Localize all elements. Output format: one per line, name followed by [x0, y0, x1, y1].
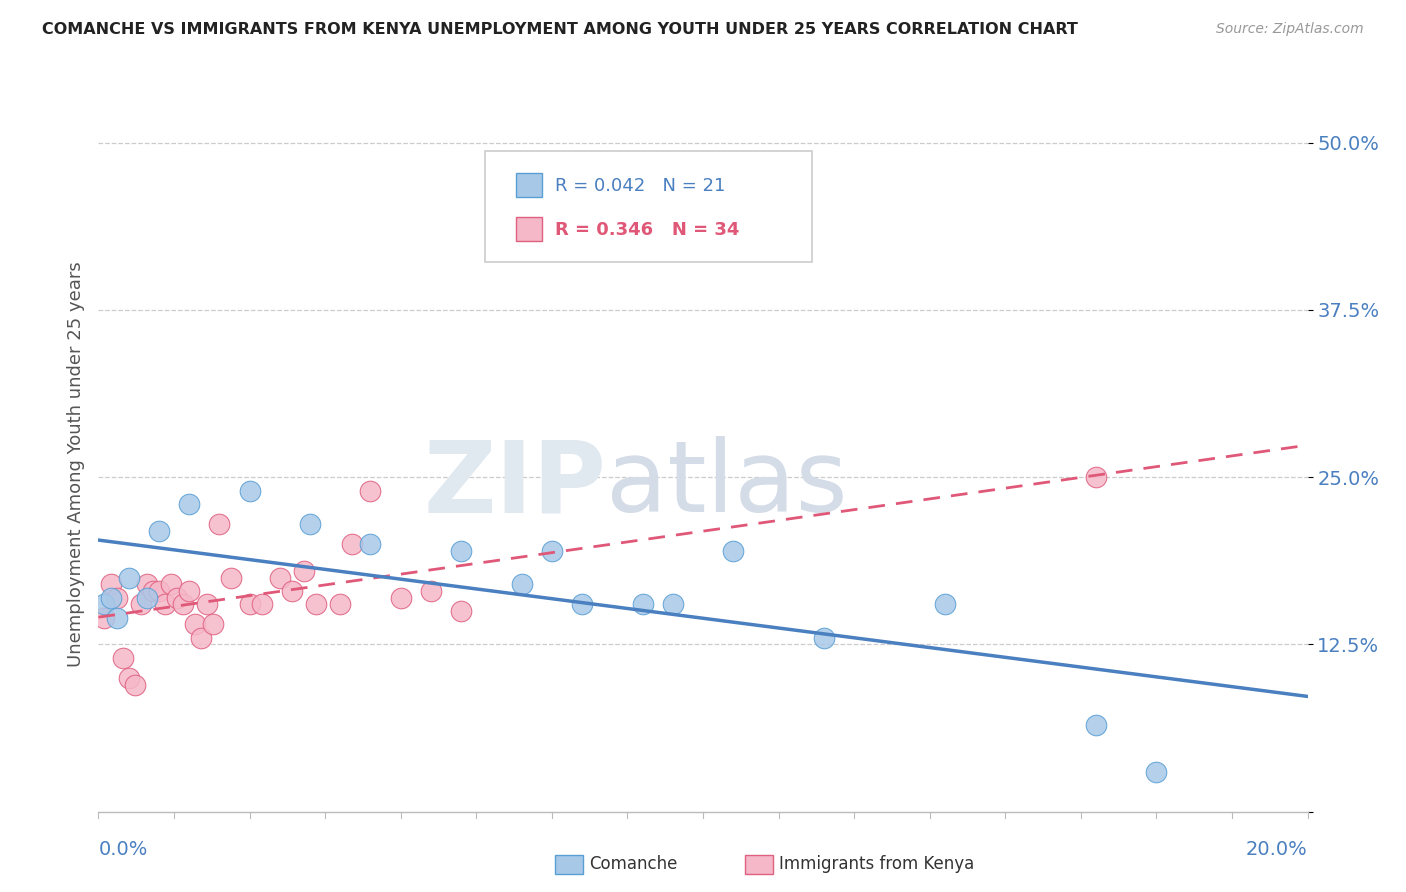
Point	[124, 678, 146, 692]
Point	[184, 617, 207, 632]
Point	[450, 604, 472, 618]
Point	[177, 584, 201, 599]
Point	[160, 577, 183, 591]
Point	[329, 598, 352, 612]
Point	[292, 564, 315, 578]
Point	[934, 598, 956, 612]
Text: atlas: atlas	[606, 436, 848, 533]
Point	[360, 483, 382, 498]
Point	[1085, 470, 1108, 484]
Point	[135, 591, 157, 605]
Point	[148, 524, 170, 538]
FancyBboxPatch shape	[485, 151, 811, 262]
Text: R = 0.346   N = 34: R = 0.346 N = 34	[555, 221, 740, 239]
FancyBboxPatch shape	[516, 217, 543, 241]
Point	[135, 577, 157, 591]
Point	[208, 517, 231, 532]
Point	[177, 497, 201, 511]
Text: 20.0%: 20.0%	[1246, 839, 1308, 859]
Point	[202, 617, 225, 632]
Point	[148, 584, 170, 599]
Point	[190, 631, 212, 645]
Point	[195, 598, 218, 612]
Point	[93, 598, 115, 612]
FancyBboxPatch shape	[516, 173, 543, 197]
Point	[100, 577, 122, 591]
Point	[129, 598, 152, 612]
Text: R = 0.042   N = 21: R = 0.042 N = 21	[555, 178, 725, 195]
Point	[239, 598, 262, 612]
Point	[269, 571, 291, 585]
Text: Source: ZipAtlas.com: Source: ZipAtlas.com	[1216, 22, 1364, 37]
Point	[419, 584, 441, 599]
Point	[1085, 717, 1108, 731]
Point	[721, 544, 744, 558]
Point	[239, 483, 262, 498]
Point	[305, 598, 328, 612]
Point	[166, 591, 188, 605]
Text: COMANCHE VS IMMIGRANTS FROM KENYA UNEMPLOYMENT AMONG YOUTH UNDER 25 YEARS CORREL: COMANCHE VS IMMIGRANTS FROM KENYA UNEMPL…	[42, 22, 1078, 37]
Point	[661, 598, 683, 612]
Point	[450, 544, 472, 558]
Point	[118, 571, 141, 585]
Point	[389, 591, 412, 605]
Y-axis label: Unemployment Among Youth under 25 years: Unemployment Among Youth under 25 years	[66, 261, 84, 666]
Point	[631, 598, 654, 612]
Point	[571, 598, 593, 612]
Point	[299, 517, 322, 532]
Point	[813, 631, 835, 645]
Point	[105, 591, 128, 605]
Text: ZIP: ZIP	[423, 436, 606, 533]
Point	[342, 537, 364, 551]
Point	[93, 611, 115, 625]
Text: Comanche: Comanche	[589, 855, 678, 873]
Point	[250, 598, 273, 612]
Text: Immigrants from Kenya: Immigrants from Kenya	[779, 855, 974, 873]
Point	[142, 584, 165, 599]
Point	[111, 651, 134, 665]
Point	[118, 671, 141, 685]
Point	[221, 571, 243, 585]
Point	[100, 591, 122, 605]
Point	[105, 611, 128, 625]
Text: 0.0%: 0.0%	[98, 839, 148, 859]
Point	[540, 544, 562, 558]
Point	[510, 577, 533, 591]
Point	[281, 584, 304, 599]
Point	[153, 598, 176, 612]
Point	[1144, 764, 1167, 779]
Point	[360, 537, 382, 551]
Point	[172, 598, 194, 612]
